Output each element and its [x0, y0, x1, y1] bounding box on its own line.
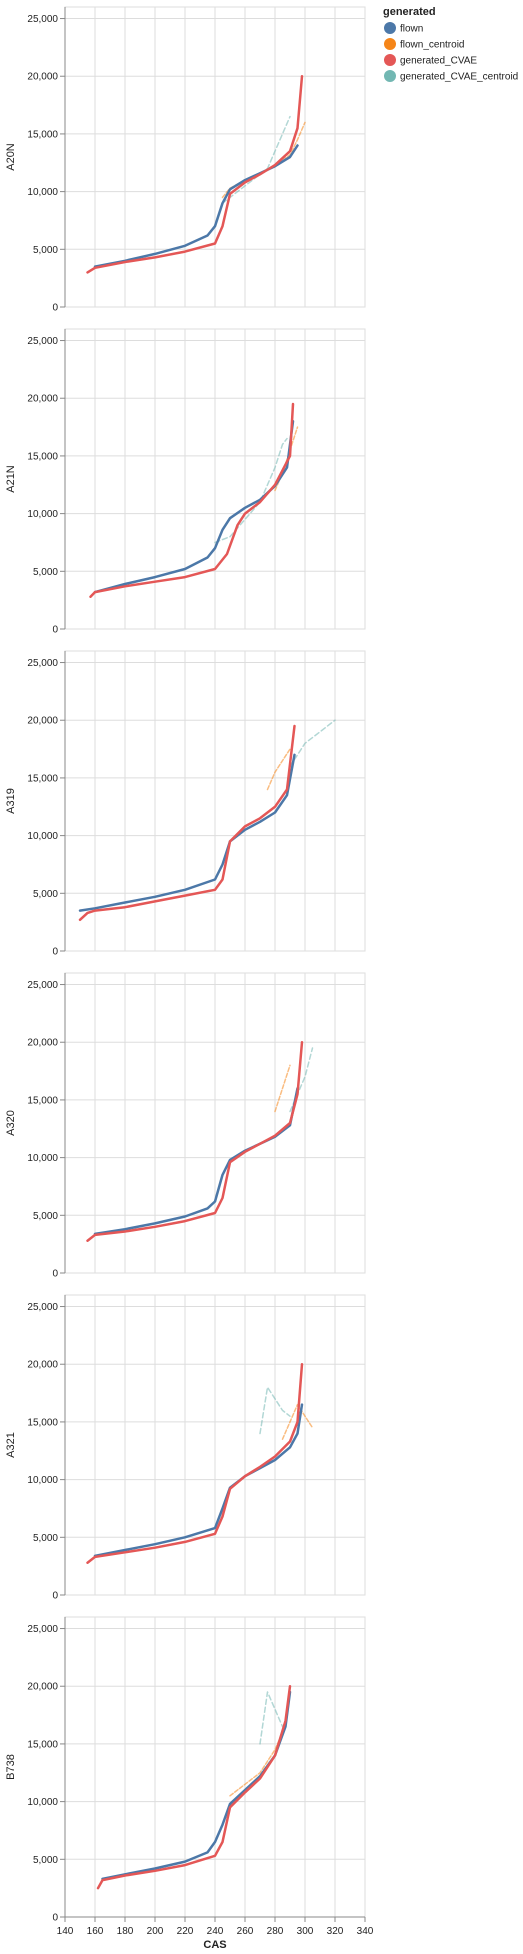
facet-panels: 0 5,000 10,000 15,000 20,000 25,000 A20N 0 5,000…: [5, 6, 366, 1924]
series-line-generated_CVAE: [89, 402, 295, 598]
y-tick-label: 10,000: [27, 187, 58, 198]
series-line-generated_CVAE: [96, 1684, 292, 1890]
facet-label-A21N: A21N: [5, 465, 17, 493]
y-tick-label: 0: [52, 1269, 58, 1280]
y-tick-label: 5,000: [33, 1855, 58, 1866]
legend-label-generated_CVAE_centroid: generated_CVAE_centroid: [400, 72, 518, 83]
facet-A21N: 0 5,000 10,000 15,000 20,000 25,000 A21N: [5, 328, 366, 636]
y-tick-label: 10,000: [27, 509, 58, 520]
y-tick-label: 5,000: [33, 1533, 58, 1544]
x-axis-title: CAS: [203, 1939, 226, 1951]
y-tick-label: 0: [52, 947, 58, 958]
facet-A20N: 0 5,000 10,000 15,000 20,000 25,000 A20N: [5, 6, 366, 314]
series-line-generated_CVAE: [78, 724, 296, 922]
y-tick-label: 10,000: [27, 1797, 58, 1808]
y-tick-label: 20,000: [27, 1360, 58, 1371]
y-tick-label: 10,000: [27, 1475, 58, 1486]
y-tick-label: 20,000: [27, 394, 58, 405]
series-line-generated_CVAE: [86, 74, 304, 274]
y-tick-label: 25,000: [27, 336, 58, 347]
y-tick-label: 25,000: [27, 1624, 58, 1635]
x-tick-label: 240: [207, 1926, 224, 1937]
legend-swatch-flown_centroid: [384, 38, 396, 50]
y-tick-label: 15,000: [27, 773, 58, 784]
facet-label-A321: A321: [5, 1432, 17, 1458]
legend-swatch-generated_CVAE: [384, 54, 396, 66]
series-line-generated_CVAE: [86, 1040, 304, 1242]
y-tick-label: 25,000: [27, 980, 58, 991]
y-tick-label: 20,000: [27, 1038, 58, 1049]
facet-A321: 0 5,000 10,000 15,000 20,000 25,000 A321: [5, 1294, 366, 1602]
x-tick-label: 280: [267, 1926, 284, 1937]
series-line-flown_centroid: [274, 1064, 291, 1113]
x-tick-label: 340: [357, 1926, 374, 1937]
legend-label-generated_CVAE: generated_CVAE: [400, 56, 477, 67]
series-line-generated_CVAE_centroid: [259, 1386, 291, 1435]
y-tick-label: 15,000: [27, 1095, 58, 1106]
y-tick-label: 0: [52, 625, 58, 636]
x-tick-label: 160: [87, 1926, 104, 1937]
x-tick-label: 320: [327, 1926, 344, 1937]
y-tick-label: 10,000: [27, 1153, 58, 1164]
series-line-generated_CVAE: [86, 1362, 304, 1564]
shared-x-axis: 140 160 180 200 220 240 260 280 300 320 340: [57, 1916, 374, 1937]
x-tick-label: 180: [117, 1926, 134, 1937]
y-tick-label: 5,000: [33, 1211, 58, 1222]
legend-swatch-generated_CVAE_centroid: [384, 70, 396, 82]
series-line-flown_centroid: [281, 1403, 314, 1440]
y-tick-label: 0: [52, 1913, 58, 1924]
y-tick-label: 0: [52, 303, 58, 314]
series-line-generated_CVAE_centroid: [289, 719, 336, 768]
x-tick-label: 140: [57, 1926, 74, 1937]
y-tick-label: 25,000: [27, 1302, 58, 1313]
y-tick-label: 5,000: [33, 889, 58, 900]
x-tick-label: 200: [147, 1926, 164, 1937]
y-tick-label: 15,000: [27, 129, 58, 140]
y-tick-label: 25,000: [27, 658, 58, 669]
y-tick-label: 10,000: [27, 831, 58, 842]
series-line-flown_centroid: [266, 748, 291, 791]
x-tick-label: 300: [297, 1926, 314, 1937]
series-line-generated_CVAE_centroid: [214, 437, 288, 544]
legend-label-flown: flown: [400, 24, 423, 35]
y-tick-label: 0: [52, 1591, 58, 1602]
facet-label-A320: A320: [5, 1110, 17, 1136]
y-tick-label: 20,000: [27, 716, 58, 727]
legend: generated flown flown_centroid generated_C…: [383, 6, 518, 83]
x-tick-label: 260: [237, 1926, 254, 1937]
y-tick-label: 5,000: [33, 567, 58, 578]
series-line-generated_CVAE_centroid: [259, 1691, 284, 1745]
legend-title: generated: [383, 6, 436, 18]
facet-A319: 0 5,000 10,000 15,000 20,000 25,000 A319: [5, 650, 366, 958]
series-line-flown: [78, 753, 296, 912]
facet-label-A319: A319: [5, 788, 17, 814]
facet-label-A20N: A20N: [5, 143, 17, 171]
facet-A320: 0 5,000 10,000 15,000 20,000 25,000 A320: [5, 972, 366, 1280]
y-tick-label: 15,000: [27, 1739, 58, 1750]
legend-label-flown_centroid: flown_centroid: [400, 40, 464, 51]
y-tick-label: 15,000: [27, 451, 58, 462]
y-tick-label: 5,000: [33, 245, 58, 256]
y-tick-label: 20,000: [27, 72, 58, 83]
y-tick-label: 15,000: [27, 1417, 58, 1428]
facet-B738: 0 5,000 10,000 15,000 20,000 25,000 B738: [5, 1616, 366, 1924]
y-tick-label: 25,000: [27, 14, 58, 25]
y-tick-label: 20,000: [27, 1682, 58, 1693]
x-tick-label: 220: [177, 1926, 194, 1937]
facet-label-B738: B738: [5, 1754, 17, 1780]
legend-swatch-flown: [384, 22, 396, 34]
